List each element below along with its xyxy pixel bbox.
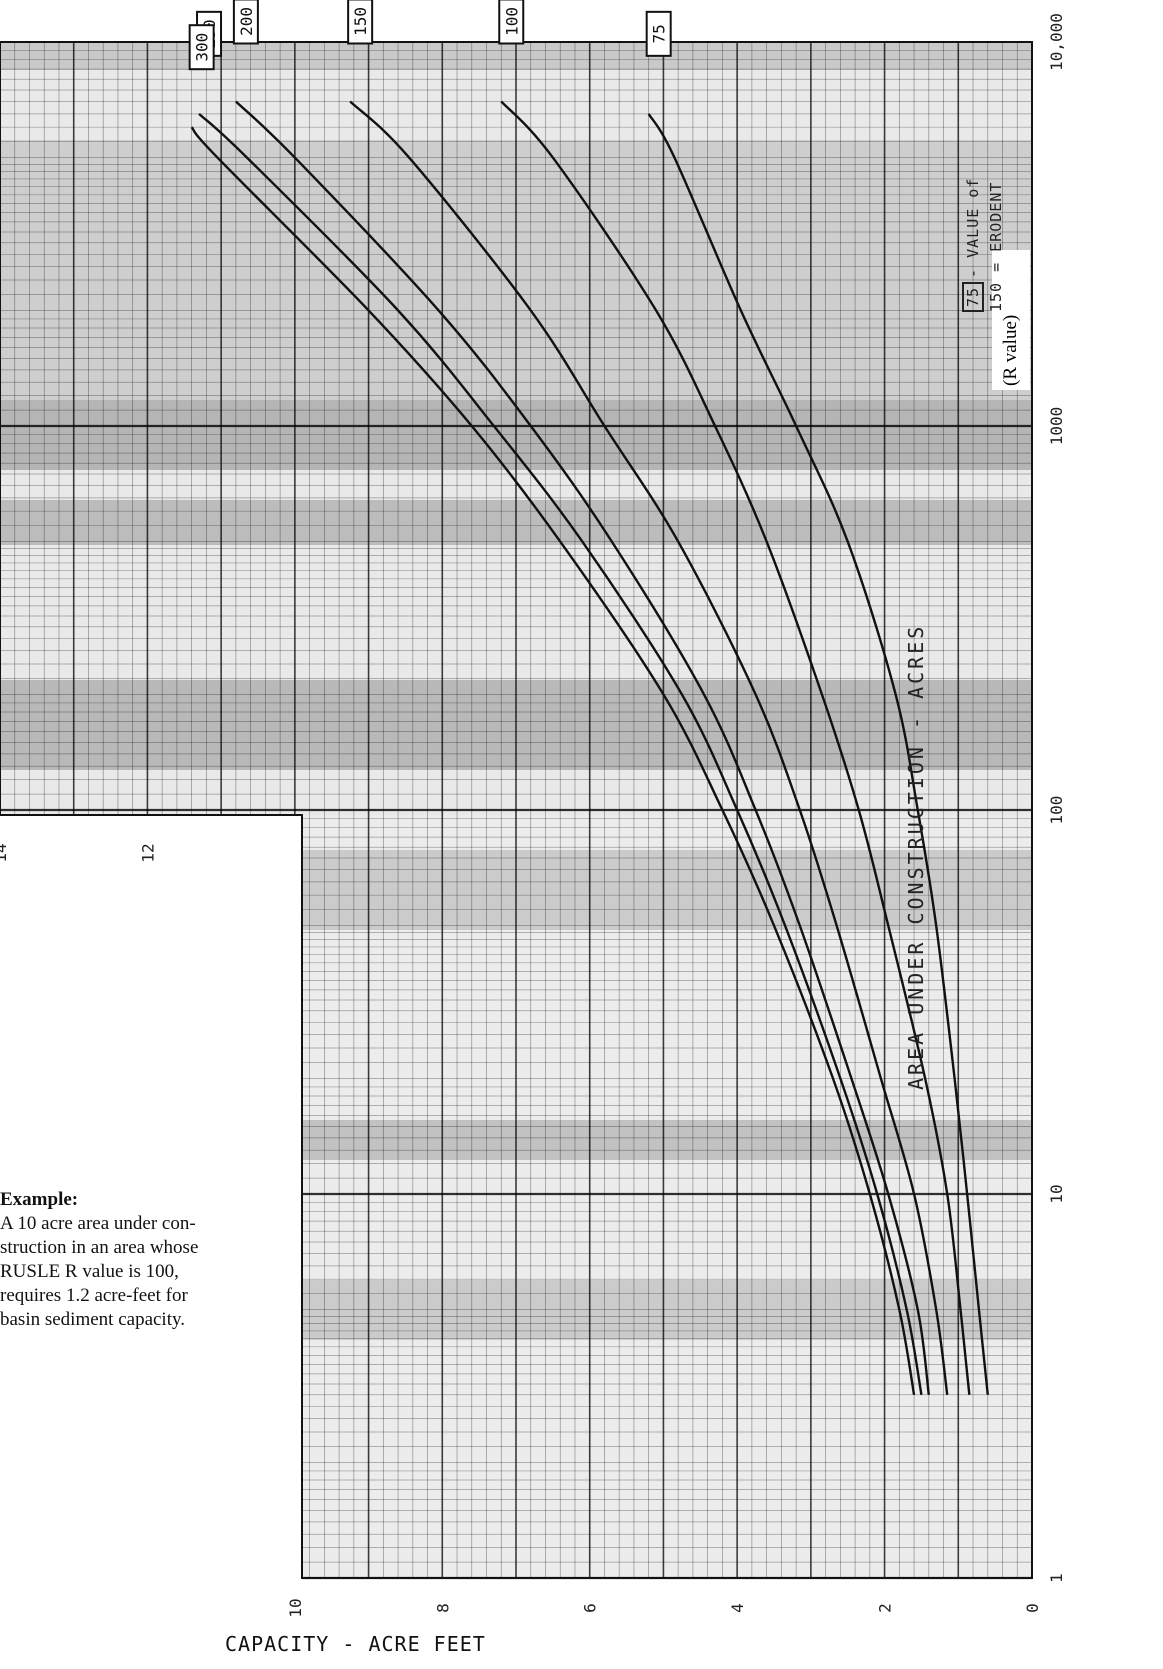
series-label-box-300: [188, 24, 215, 71]
r-value-annotation: (R value): [992, 250, 1030, 390]
y-tick-label: 4: [728, 1603, 747, 1613]
series-label-text-75: 75: [650, 24, 669, 43]
example-note: Example: A 10 acre area under con- struc…: [0, 1188, 300, 1332]
series-label-box-200: [232, 0, 259, 45]
r-value-label: (R value): [1000, 314, 1021, 386]
y-tick-label: 10: [286, 1598, 305, 1617]
tick-labels: 0 2 4 6 8 10 12 14 1 10 100 1000 10,000: [0, 13, 1066, 1618]
series-label-text-100: 100: [502, 7, 521, 36]
y-tick-label: 8: [433, 1603, 452, 1613]
y-tick-label: 0: [1023, 1603, 1042, 1613]
legend-note-box: 75: [962, 281, 984, 312]
series-label-text-300: 300: [193, 33, 212, 62]
series-label-box-150: [347, 0, 374, 45]
legend-note-sub: 150 = ERODENT: [987, 182, 1005, 312]
series-curve-75: [647, 113, 989, 1395]
y-tick-label: 12: [138, 843, 157, 862]
series-curve-250: [198, 112, 923, 1395]
x-tick-label: 10,000: [1047, 13, 1066, 71]
example-title: Example:: [0, 1189, 79, 1210]
series-label-box-100: [498, 0, 525, 45]
legend-note-sub-text: 150 = ERODENT: [987, 181, 1005, 312]
example-line-5: basin sediment capacity.: [0, 1309, 186, 1330]
series-label-100: 100: [498, 0, 525, 45]
x-tick-label: 10: [1047, 1184, 1066, 1203]
shade-band-5: [302, 850, 1032, 930]
series-label-150: 150: [347, 0, 374, 45]
plot-region-lower: [302, 815, 1032, 1578]
series-label-300: 300: [188, 24, 215, 71]
series-label-200: 200: [232, 0, 259, 45]
x-tick-label: 1000: [1047, 407, 1066, 446]
example-line-3: RUSLE R value is 100,: [0, 1261, 179, 1282]
series-curve-100: [500, 100, 971, 1395]
y-tick-label: 14: [0, 843, 10, 862]
curve-labels: 75100150200250300: [188, 0, 672, 71]
series-curve-200: [235, 100, 930, 1395]
series-label-text-150: 150: [351, 7, 370, 36]
y-tick-label: 2: [876, 1603, 895, 1613]
shade-band-6: [302, 1120, 1032, 1160]
x-axis-title: AREA UNDER CONSTRUCTION - ACRES: [904, 623, 928, 1090]
example-line-4: requires 1.2 acre-feet for: [0, 1285, 188, 1306]
legend-note-text: - VALUE of: [964, 177, 982, 278]
y-axis-title: CAPACITY - ACRE FEET: [225, 1632, 486, 1656]
legend-note: 75 - VALUE of: [962, 177, 984, 312]
series-label-75: 75: [645, 10, 672, 57]
x-tick-label: 100: [1047, 796, 1066, 825]
example-line-2: struction in an area whose: [0, 1237, 199, 1258]
curves: [190, 100, 989, 1395]
plot-frame: [0, 41, 1033, 1579]
x-tick-label: 1: [1047, 1573, 1066, 1583]
example-line-1: A 10 acre area under con-: [0, 1213, 196, 1234]
series-label-box-75: [645, 10, 672, 57]
series-label-text-200: 200: [237, 7, 256, 36]
series-curve-300: [190, 126, 916, 1395]
y-tick-label: 6: [581, 1603, 600, 1613]
series-curve-150: [349, 100, 949, 1395]
